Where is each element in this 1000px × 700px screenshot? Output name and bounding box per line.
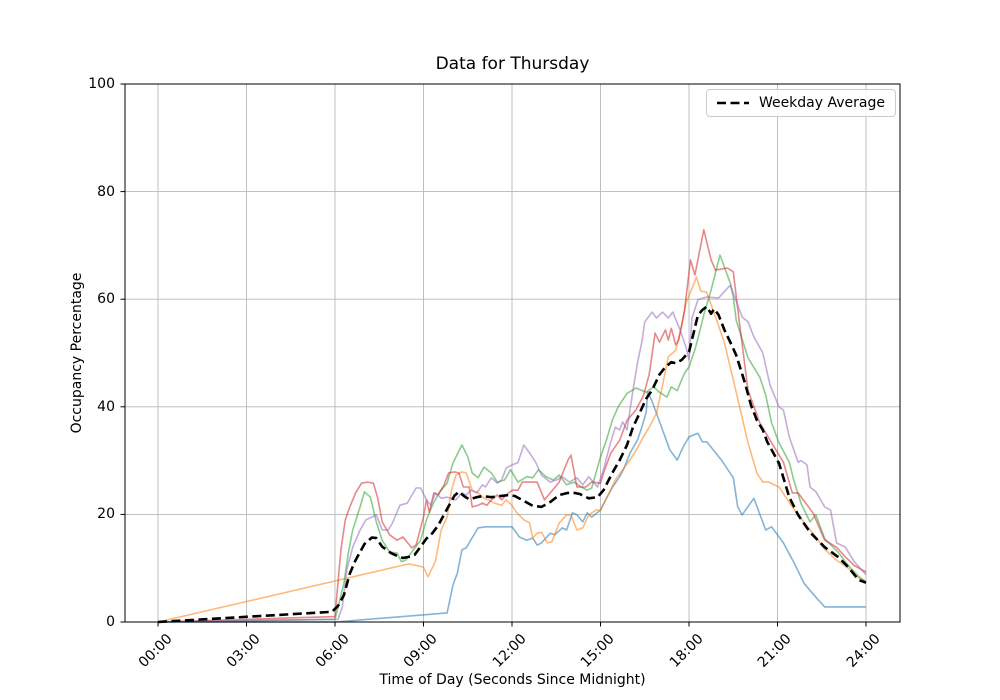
y-tick-label-100: 100	[88, 76, 115, 92]
series-line-day-series-purple	[157, 284, 867, 623]
legend: Weekday Average	[705, 89, 896, 117]
series-line-day-series-red	[157, 229, 867, 623]
y-tick-label-40: 40	[97, 398, 115, 415]
legend-dash-icon	[716, 101, 749, 105]
y-tick-label-60: 60	[97, 291, 115, 308]
x-axis-label: Time of Day (Seconds Since Midnight)	[379, 672, 646, 688]
y-tick-label-20: 20	[97, 506, 115, 523]
legend-label: Weekday Average	[758, 95, 885, 111]
chart-title: Data for Thursday	[435, 54, 590, 74]
series-line-day-series-blue	[158, 390, 866, 623]
y-tick-label-80: 80	[97, 183, 115, 200]
series-line-weekday-average	[157, 305, 867, 624]
axes-spines	[124, 83, 901, 623]
y-tick-label-0: 0	[106, 614, 115, 630]
